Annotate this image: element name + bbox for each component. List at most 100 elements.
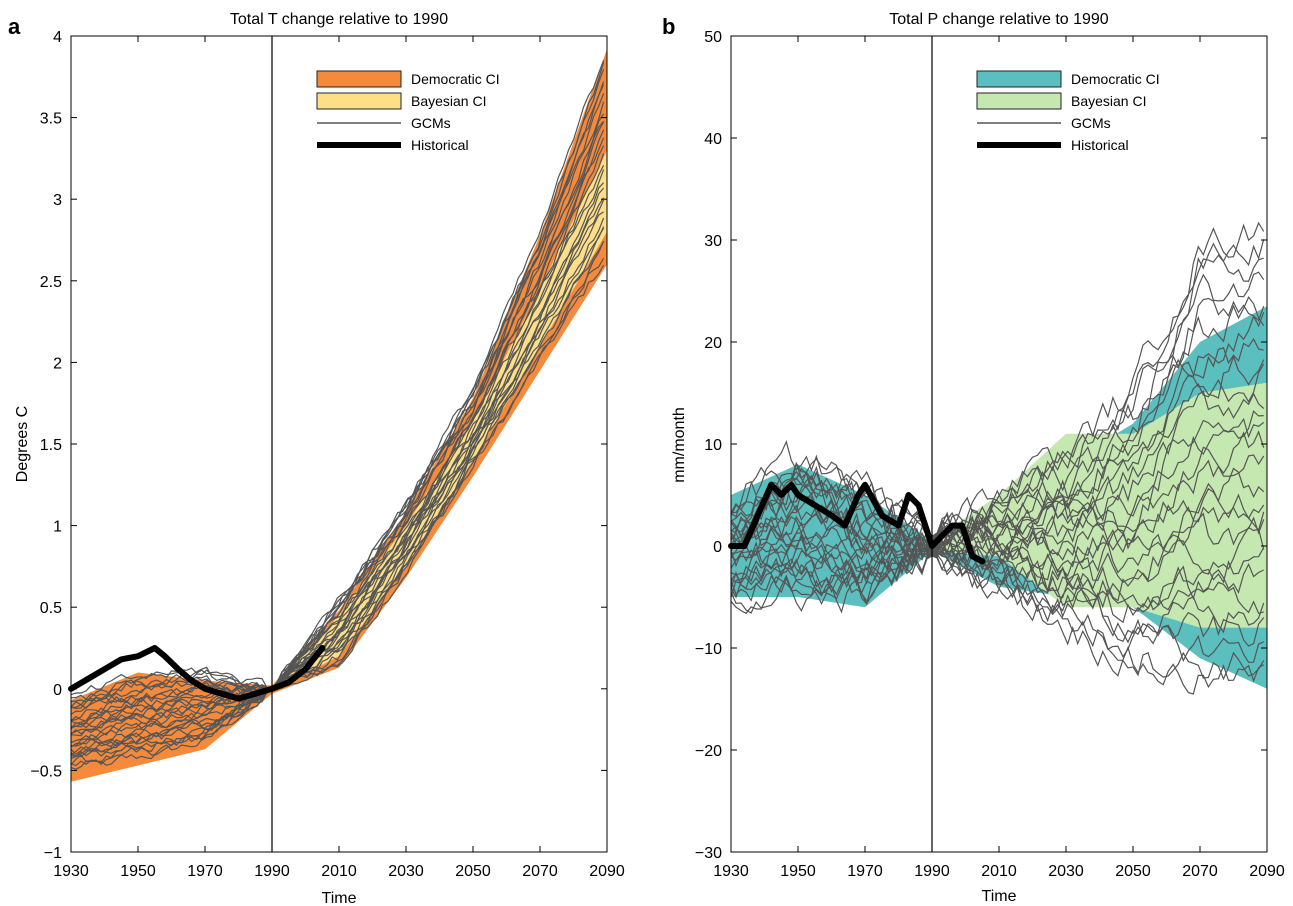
panel-a-ytick-label: −1	[44, 845, 62, 862]
panel-b-ytick-label: 0	[713, 539, 722, 556]
panel-a-ytick-label: 3	[53, 192, 62, 209]
panel-b-legend-swatch	[976, 92, 1062, 110]
panel-b-xtick-label: 2030	[1048, 863, 1084, 880]
panel-a-ylabel: Degrees C	[14, 406, 31, 482]
panel-a-plot-area	[68, 36, 607, 852]
panel-a-gcm-line	[70, 60, 605, 696]
panel-a-ytick-label: 2	[53, 355, 62, 372]
panel-a-gcm-line	[70, 121, 605, 728]
panel-b-plot-area	[728, 36, 1267, 852]
panel-a-ytick-label: 2.5	[40, 274, 62, 291]
panel-b-gcm-line	[730, 410, 1264, 561]
panel-a-xtick-label: 2030	[388, 863, 424, 880]
panel-a-ytick-label: 1	[53, 519, 62, 536]
panel-b-legend-label: Democratic CI	[1071, 71, 1160, 87]
panel-b-ytick-label: 10	[704, 437, 722, 454]
panel-b-gcm-line	[730, 506, 1265, 581]
panel-a-gcm-line	[70, 84, 605, 708]
panel-b-title: Total P change relative to 1990	[889, 11, 1109, 28]
panel-a-legend-label: Bayesian CI	[411, 93, 486, 109]
panel-b-legend-swatch	[976, 70, 1062, 88]
panel-b-gcm-line	[730, 239, 1265, 538]
panel-b-gcm-line	[730, 337, 1264, 556]
panel-b-xtick-label: 1950	[780, 863, 816, 880]
panel-b-legend-label: GCMs	[1071, 115, 1111, 131]
panel-a-xtick-label: 2090	[589, 863, 625, 880]
panel-b-ylabel: mm/month	[671, 407, 688, 483]
panel-b-legend-label: Bayesian CI	[1071, 93, 1146, 109]
panel-a-legend-label: GCMs	[411, 115, 451, 131]
panel-a-band-democratic-ci	[71, 49, 607, 782]
panel-b-gcm-line	[730, 254, 1264, 539]
panel-b-legend-label: Historical	[1071, 137, 1129, 153]
panel-b-gcm-line	[730, 552, 1265, 695]
panel-b-gcm-line	[730, 539, 1265, 612]
panel-b-gcm-line	[730, 482, 1265, 573]
panel-a: a Total T change relative to 1990 Time D…	[8, 11, 625, 906]
panel-b-gcm-line	[730, 354, 1265, 549]
panel-b-historical-line	[728, 481, 986, 565]
panel-a-gcm-line	[70, 197, 605, 747]
panel-b-gcm-line	[730, 221, 1265, 552]
panel-b-letter: b	[662, 14, 675, 39]
panel-a-ytick-label: 1.5	[40, 437, 62, 454]
panel-a-xtick-label: 2070	[522, 863, 558, 880]
panel-b-xtick-label: 1930	[713, 863, 749, 880]
panel-b-legend: Democratic CI Bayesian CI GCMs Historical	[976, 70, 1160, 153]
panel-a-ytick-label: 3.5	[40, 111, 62, 128]
panel-a-gcm-line	[70, 145, 605, 729]
panel-b-ytick-label: 40	[704, 131, 722, 148]
panel-a-legend-swatch	[316, 70, 402, 88]
panel-b-xtick-label: 1970	[847, 863, 883, 880]
panel-b-xtick-label: 2070	[1182, 863, 1218, 880]
panel-b-xtick-label: 2050	[1115, 863, 1151, 880]
panel-b-gcm-line	[730, 430, 1265, 561]
panel-b-gcm-line	[730, 536, 1264, 624]
panel-b-ytick-label: −10	[695, 641, 722, 658]
panel-b-xlabel: Time	[982, 888, 1017, 905]
panel-a-ytick-label: 0	[53, 682, 62, 699]
panel-b-gcm-line	[730, 454, 1265, 562]
panel-a-legend-swatch	[316, 92, 402, 110]
panel-b-xtick-label: 2010	[981, 863, 1017, 880]
panel-a-gcm-line	[70, 227, 605, 758]
panel-a-legend-label: Historical	[411, 137, 469, 153]
panel-a-xtick-label: 1970	[187, 863, 223, 880]
panel-a-letter: a	[8, 14, 21, 39]
panel-a-gcm-line	[70, 62, 605, 701]
panel-a-xtick-label: 2050	[455, 863, 491, 880]
panel-a-xtick-label: 2010	[321, 863, 357, 880]
panel-a-legend-label: Democratic CI	[411, 71, 500, 87]
panel-a-title: Total T change relative to 1990	[230, 11, 448, 28]
panel-a-xtick-label: 1950	[120, 863, 156, 880]
panel-b-gcm-line	[730, 512, 1265, 591]
panel-a-ytick-label: 4	[53, 29, 62, 46]
panel-a-legend: Democratic CI Bayesian CI GCMs Historical	[316, 70, 500, 153]
panel-b-xtick-label: 1990	[914, 863, 950, 880]
panel-a-historical-line	[68, 645, 326, 702]
panel-b-ytick-label: 50	[704, 29, 722, 46]
panel-a-gcm-line	[70, 187, 605, 747]
panel-a-gcm-line	[70, 129, 605, 724]
panel-b-xtick-label: 2090	[1249, 863, 1285, 880]
panel-b-ytick-label: −20	[695, 743, 722, 760]
panel-a-gcm-line	[70, 165, 605, 735]
panel-b-ytick-label: 20	[704, 335, 722, 352]
panel-a-xlabel: Time	[322, 890, 357, 906]
panel-b-gcm-line	[730, 297, 1265, 546]
panel-a-gcm-line	[70, 93, 605, 709]
panel-a-ytick-label: −0.5	[30, 763, 62, 780]
panel-b: b Total P change relative to 1990 Time m…	[662, 11, 1285, 905]
panel-a-xtick-label: 1930	[53, 863, 89, 880]
panel-b-gcm-line	[730, 417, 1265, 559]
panel-a-xtick-label: 1990	[254, 863, 290, 880]
panel-b-gcm-line	[730, 547, 1264, 663]
panel-b-gcm-line	[730, 539, 1265, 647]
panel-a-gcm-line	[70, 257, 605, 767]
panel-b-ytick-label: 30	[704, 233, 722, 250]
panel-b-gcm-line	[730, 535, 1265, 644]
panel-b-gcm-line	[730, 538, 1264, 611]
panel-a-ytick-label: 0.5	[40, 600, 62, 617]
panel-b-gcm-line	[730, 525, 1265, 602]
